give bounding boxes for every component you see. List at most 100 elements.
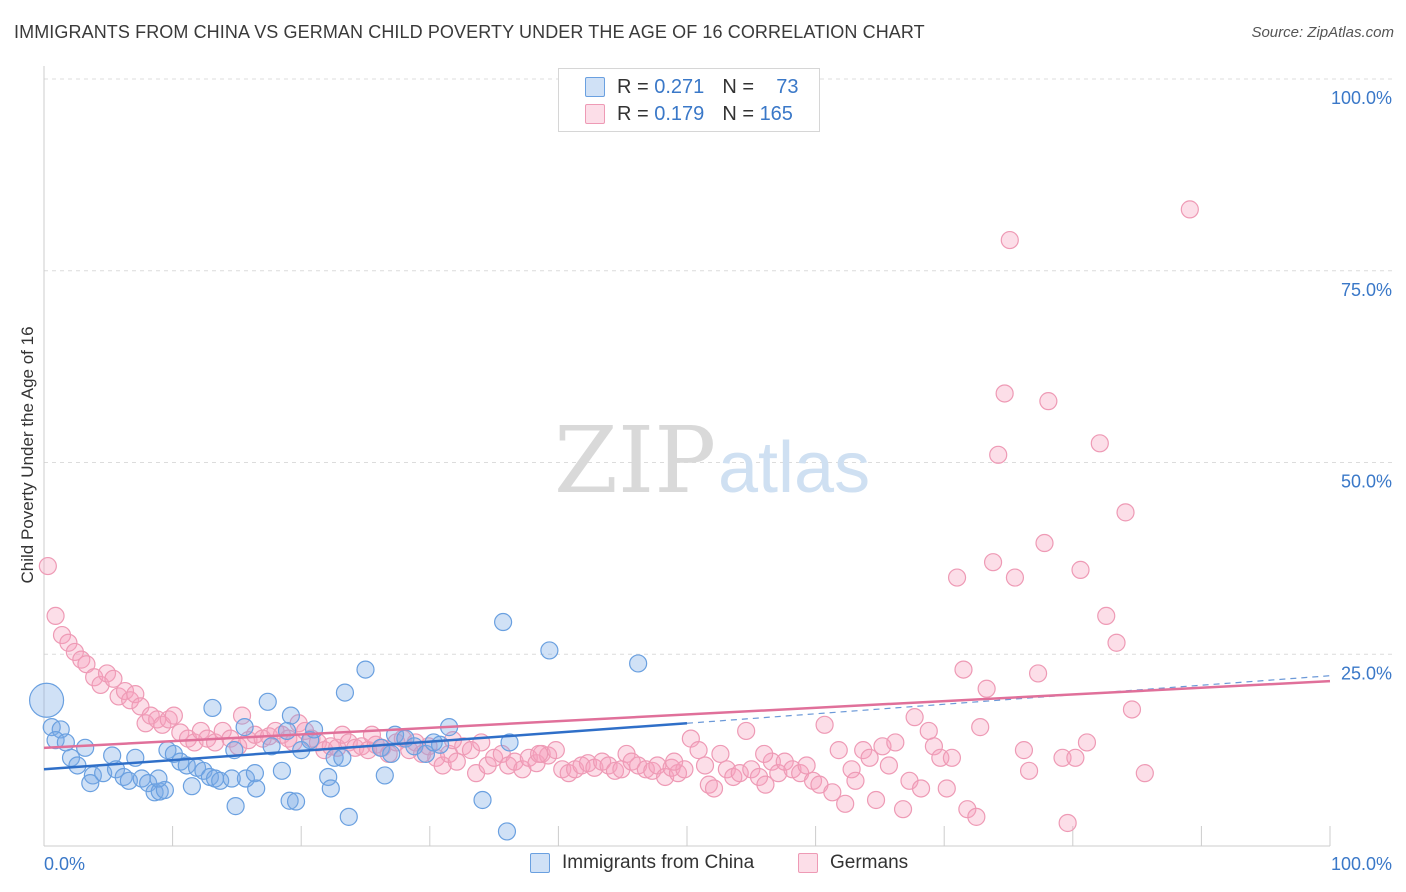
- german-point: [164, 706, 183, 725]
- german-point: [104, 669, 123, 688]
- y-tick-label: 100.0%: [1331, 88, 1392, 108]
- china-point: [333, 748, 352, 767]
- china-point: [155, 780, 174, 800]
- legend-item-china[interactable]: Immigrants from China: [530, 852, 754, 874]
- german-point: [823, 783, 842, 802]
- german-point: [38, 556, 57, 576]
- legend-swatch-china: [530, 853, 550, 873]
- grid-lines: [44, 78, 1392, 655]
- correlation-legend: R = 0.271 N = 73 R = 0.179 N = 165: [558, 68, 820, 132]
- german-point: [546, 741, 565, 760]
- china-point: [286, 792, 306, 811]
- german-point: [1097, 606, 1116, 626]
- china-point: [473, 790, 492, 810]
- legend-label-germans: Germans: [830, 852, 909, 873]
- x-tick-label: 100.0%: [1331, 854, 1392, 874]
- china-point: [497, 822, 517, 841]
- german-point: [995, 384, 1014, 403]
- china-point: [375, 766, 394, 785]
- china-point: [149, 769, 168, 788]
- german-point: [1180, 200, 1199, 219]
- legend-row-germans: R = 0.179 N = 165: [585, 101, 793, 127]
- german-point: [730, 764, 749, 783]
- germans-points: [38, 200, 1199, 833]
- china-point: [226, 797, 245, 816]
- german-point: [967, 807, 986, 826]
- german-point: [689, 741, 708, 760]
- german-point: [461, 741, 481, 760]
- german-point: [911, 779, 931, 798]
- china-points: [28, 612, 648, 841]
- german-point: [232, 706, 252, 725]
- y-tick-label: 75.0%: [1341, 280, 1392, 300]
- german-point: [695, 756, 715, 775]
- china-trend-extension: [686, 675, 1331, 724]
- german-point: [756, 775, 775, 794]
- german-point: [815, 715, 834, 734]
- german-point: [924, 737, 944, 756]
- legend-n-value: 73: [776, 75, 799, 98]
- legend-swatch-china: [585, 77, 605, 97]
- china-point: [280, 791, 299, 810]
- german-point: [846, 771, 865, 790]
- german-point: [762, 752, 781, 771]
- german-point: [46, 606, 65, 626]
- german-point: [1090, 434, 1109, 453]
- china-point: [247, 779, 266, 798]
- german-point: [947, 568, 967, 587]
- china-point: [258, 692, 277, 711]
- german-point: [704, 779, 724, 798]
- china-point: [262, 737, 281, 756]
- german-point: [505, 752, 524, 771]
- german-point: [447, 752, 466, 771]
- german-point: [1039, 392, 1058, 411]
- german-point: [1116, 503, 1135, 522]
- zipatlas-watermark: ZIP atlas: [554, 407, 870, 514]
- tick-labels: 25.0% 50.0% 75.0% 100.0% 0.0% 100.0%: [44, 88, 1392, 874]
- legend-swatch-germans: [585, 104, 605, 124]
- german-point: [1028, 664, 1048, 683]
- german-point: [1077, 733, 1097, 752]
- german-point: [989, 445, 1008, 464]
- china-point: [301, 731, 320, 750]
- german-point: [879, 756, 899, 775]
- german-point: [1071, 560, 1090, 579]
- china-point: [540, 641, 559, 660]
- china-point: [235, 718, 254, 737]
- german-point: [893, 800, 913, 819]
- china-point: [182, 777, 201, 796]
- german-point: [769, 764, 788, 783]
- german-point: [836, 794, 855, 813]
- german-point: [321, 737, 340, 756]
- german-point: [942, 748, 962, 767]
- german-point: [675, 760, 694, 779]
- watermark-atlas: atlas: [718, 428, 870, 508]
- china-point: [494, 612, 513, 632]
- china-point: [281, 706, 301, 725]
- china-point: [277, 721, 297, 741]
- chart-title: IMMIGRANTS FROM CHINA VS GERMAN CHILD PO…: [14, 22, 925, 42]
- german-point: [605, 761, 625, 780]
- china-point: [203, 698, 222, 718]
- legend-label-china: Immigrants from China: [562, 852, 755, 873]
- german-point: [797, 756, 816, 775]
- china-point: [371, 738, 391, 757]
- legend-r-label: R =: [617, 102, 649, 125]
- china-point: [245, 764, 265, 783]
- german-point: [1053, 748, 1072, 767]
- axes: [43, 66, 1331, 847]
- german-point: [1066, 748, 1085, 767]
- german-point: [1058, 813, 1077, 833]
- y-tick-label: 25.0%: [1341, 663, 1392, 683]
- series-legend: Immigrants from China Germans: [0, 852, 1406, 876]
- legend-item-germans[interactable]: Germans: [798, 852, 908, 874]
- china-point: [339, 807, 358, 826]
- legend-r-value: 0.179: [654, 102, 705, 125]
- german-point: [860, 748, 879, 767]
- china-point: [28, 682, 65, 718]
- china-point: [56, 733, 75, 752]
- china-point: [76, 738, 95, 757]
- x-tick-label: 0.0%: [44, 854, 85, 874]
- china-point: [335, 683, 355, 702]
